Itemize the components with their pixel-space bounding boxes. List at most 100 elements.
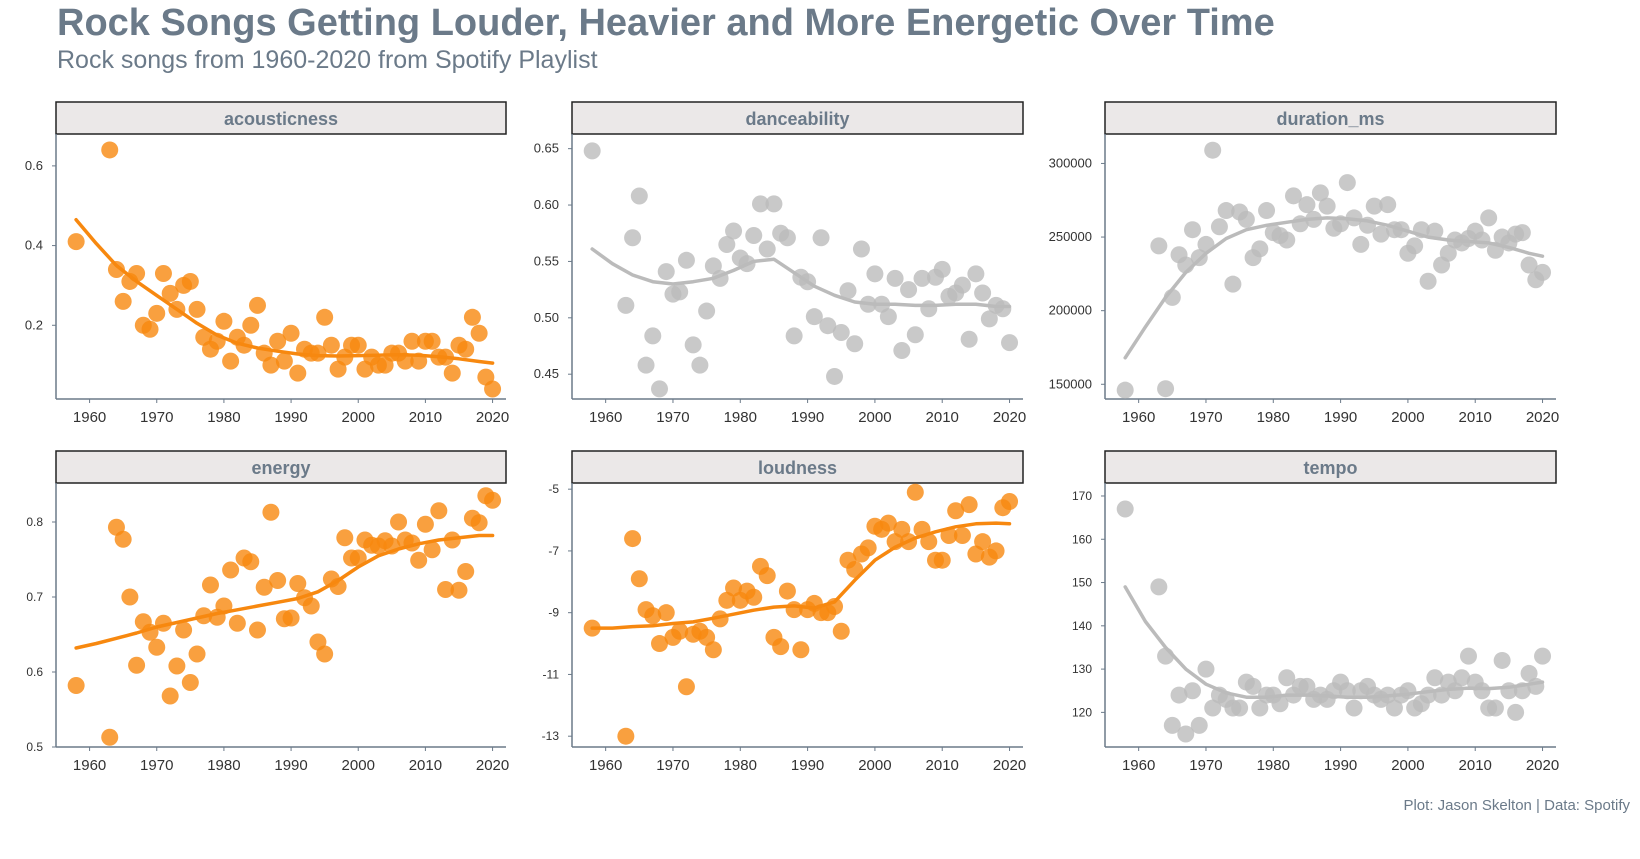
- data-point: [443, 364, 461, 382]
- y-tick-label: -13: [542, 729, 560, 743]
- x-tick-label: 1990: [791, 757, 824, 774]
- y-tick-label: 0.6: [26, 665, 43, 679]
- data-point: [242, 553, 260, 571]
- y-tick-label: 0.50: [534, 310, 559, 325]
- data-point: [671, 283, 689, 301]
- x-tick-label: 2020: [476, 757, 509, 774]
- data-point: [437, 581, 455, 598]
- panel-tempo: tempo 1960 1970 1980 1990 2000 2010 2020 120 130 1…: [1072, 450, 1559, 774]
- data-point: [1210, 218, 1228, 236]
- data-point: [1338, 174, 1356, 192]
- chart-subtitle: Rock songs from 1960-2020 from Spotify P…: [57, 46, 598, 74]
- data-point: [175, 621, 193, 639]
- x-tick-label: 1960: [73, 757, 106, 774]
- x-tick-label: 1960: [589, 757, 622, 774]
- data-point: [114, 530, 132, 548]
- data-point: [1157, 380, 1175, 398]
- y-tick-label: 250000: [1049, 229, 1092, 244]
- x-tick-label: 2010: [1459, 409, 1492, 426]
- data-point: [1190, 716, 1208, 734]
- data-point: [974, 284, 992, 302]
- data-point: [583, 142, 601, 160]
- data-point: [101, 141, 119, 159]
- data-point: [168, 657, 186, 675]
- data-point: [1534, 647, 1552, 665]
- x-tick-label: 2020: [993, 757, 1026, 774]
- data-point: [886, 269, 904, 287]
- data-point: [617, 727, 635, 745]
- data-point: [1184, 682, 1202, 700]
- x-tick-label: 2010: [409, 757, 442, 774]
- x-tick-label: 2010: [409, 409, 442, 426]
- data-point: [269, 332, 287, 350]
- data-point: [1473, 682, 1491, 700]
- data-point: [812, 229, 830, 247]
- data-point: [1298, 677, 1316, 695]
- panel-strip: [55, 450, 507, 484]
- data-point: [396, 352, 414, 370]
- data-point: [67, 233, 85, 251]
- x-tick-label: 1970: [1189, 757, 1222, 774]
- data-point: [1480, 209, 1498, 227]
- data-point: [1237, 210, 1255, 228]
- x-tick-label: 2010: [1459, 757, 1492, 774]
- trend-line: [590, 521, 1012, 630]
- data-point: [1116, 500, 1134, 518]
- data-point: [1177, 725, 1195, 743]
- data-point: [704, 641, 722, 659]
- x-tick-label: 1980: [724, 409, 757, 426]
- data-point: [188, 300, 206, 318]
- data-point: [67, 677, 85, 694]
- x-tick-label: 2020: [1526, 757, 1559, 774]
- data-point: [1453, 669, 1471, 687]
- data-point: [974, 533, 992, 551]
- data-point: [188, 645, 206, 663]
- panel-strip: [571, 450, 1024, 484]
- data-point: [416, 515, 434, 533]
- panel-strip-label: danceability: [745, 109, 849, 129]
- data-point: [336, 529, 354, 547]
- data-point: [181, 674, 199, 691]
- data-point: [792, 641, 810, 659]
- data-point: [450, 581, 468, 599]
- x-tick-label: 1990: [791, 409, 824, 426]
- data-point: [349, 549, 367, 567]
- data-point: [222, 561, 240, 579]
- y-tick-label: 130: [1072, 662, 1092, 676]
- x-tick-label: 1960: [1122, 757, 1155, 774]
- data-point: [1251, 699, 1269, 717]
- x-tick-label: 2000: [1391, 409, 1424, 426]
- x-tick-label: 1970: [656, 409, 689, 426]
- data-point: [1311, 184, 1329, 202]
- data-point: [457, 340, 475, 358]
- data-point: [960, 496, 978, 514]
- data-point: [745, 588, 763, 606]
- data-point: [1284, 187, 1302, 205]
- data-point: [859, 539, 877, 557]
- trend-line: [74, 217, 495, 365]
- data-point: [906, 483, 924, 501]
- data-point: [725, 222, 743, 240]
- data-point: [866, 265, 884, 283]
- data-point: [316, 308, 334, 326]
- y-tick-label: 0.45: [534, 366, 559, 381]
- x-tick-label: 1990: [274, 757, 307, 774]
- panel-strip-label: loudness: [758, 458, 837, 478]
- data-point: [316, 645, 334, 663]
- data-point: [644, 327, 662, 345]
- data-point: [154, 264, 172, 282]
- data-point: [1534, 263, 1552, 281]
- data-point: [1204, 699, 1222, 717]
- y-tick-label: 0.60: [534, 197, 559, 212]
- x-tick-label: 2000: [342, 757, 375, 774]
- trend-line: [1123, 216, 1545, 360]
- y-tick-label: -11: [543, 667, 560, 681]
- y-tick-label: 0.65: [534, 141, 559, 156]
- data-point: [248, 296, 266, 314]
- data-point: [1224, 275, 1242, 293]
- x-tick-label: 1980: [207, 409, 240, 426]
- data-point: [148, 638, 166, 656]
- x-tick-label: 2020: [993, 409, 1026, 426]
- data-point: [269, 572, 287, 589]
- trend-line: [590, 247, 1012, 309]
